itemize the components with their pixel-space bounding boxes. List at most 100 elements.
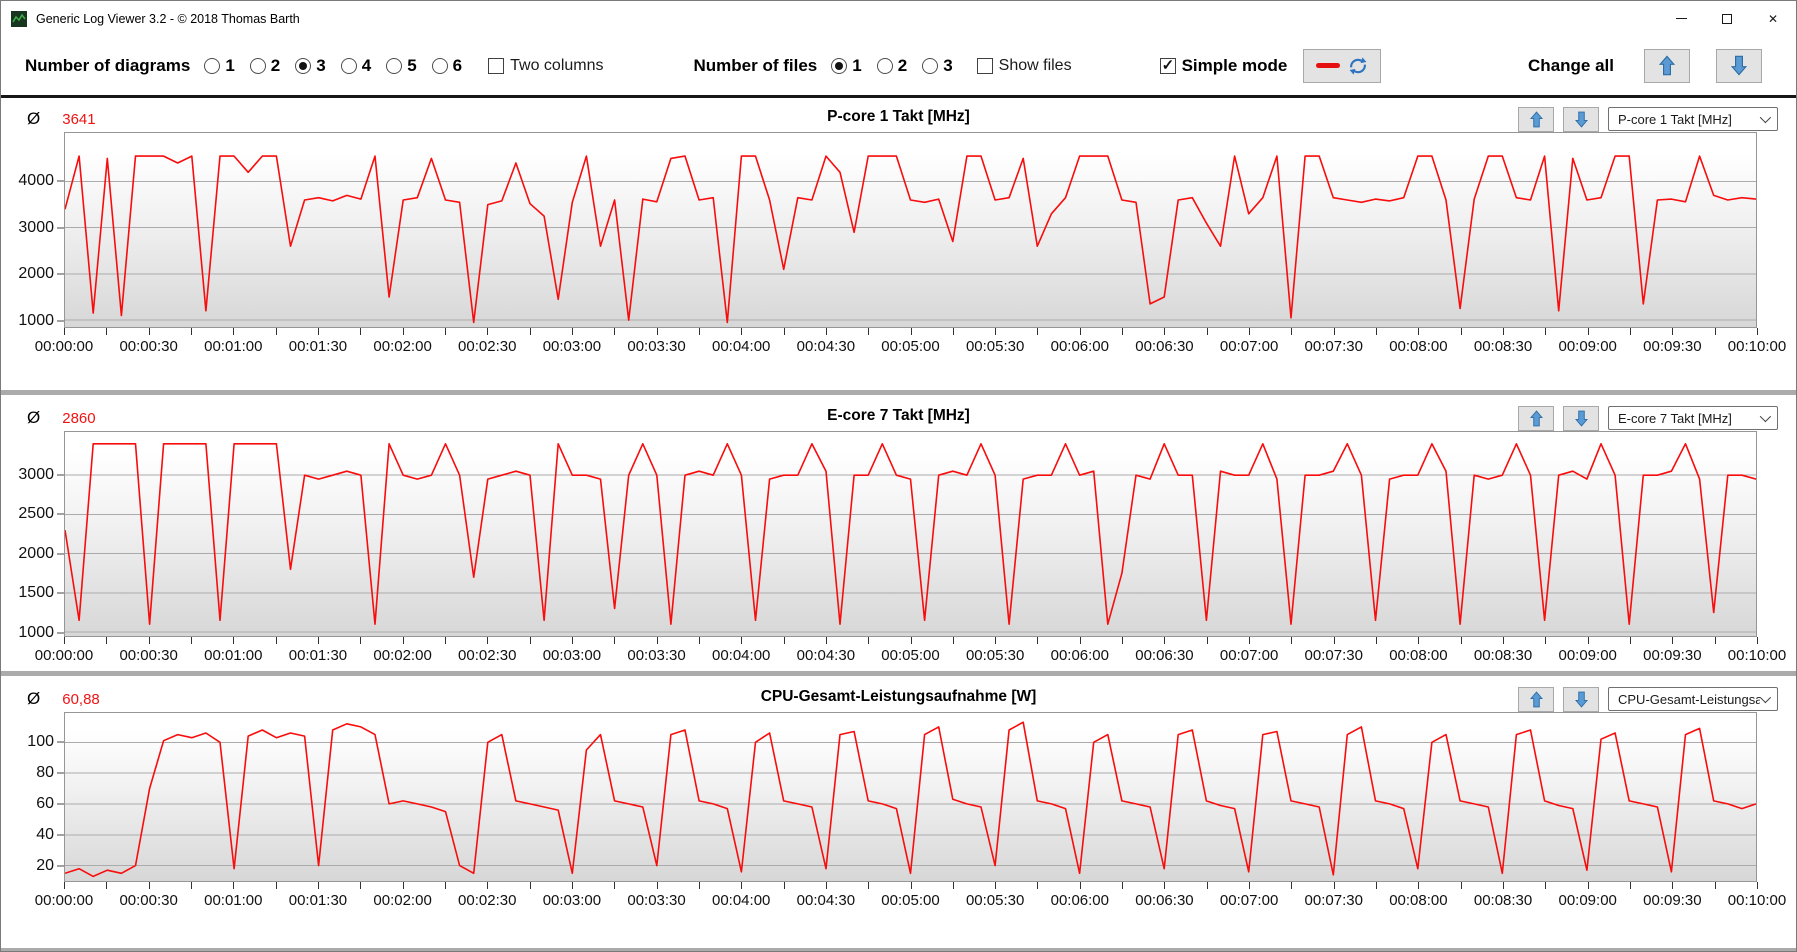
- x-axis-tick: [1714, 637, 1716, 644]
- metric-dropdown-value: P-core 1 Takt [MHz]: [1618, 111, 1732, 127]
- move-chart-up-button[interactable]: [1518, 106, 1554, 132]
- x-axis-label: 00:06:00: [1050, 338, 1109, 355]
- radio-icon: [386, 57, 403, 74]
- x-axis-tick: [1037, 637, 1039, 644]
- diagrams-option-6[interactable]: 6: [431, 56, 462, 76]
- plot-area: [64, 712, 1757, 882]
- move-chart-up-button[interactable]: [1518, 686, 1554, 712]
- x-axis-label: 00:06:30: [1135, 647, 1194, 664]
- close-button[interactable]: ✕: [1750, 1, 1796, 36]
- x-axis-tick: [1206, 882, 1208, 889]
- y-axis-label: 40: [36, 826, 54, 844]
- diagrams-option-4[interactable]: 4: [340, 56, 371, 76]
- x-axis-label: 00:05:00: [881, 892, 940, 909]
- two-columns-checkbox[interactable]: Two columns: [488, 57, 604, 75]
- move-chart-up-button[interactable]: [1518, 405, 1554, 431]
- metric-dropdown[interactable]: E-core 7 Takt [MHz]: [1608, 406, 1778, 430]
- plot-row: 1000 2000 3000 4000: [1, 132, 1796, 329]
- x-axis-tick: [910, 328, 912, 335]
- maximize-button[interactable]: [1704, 1, 1750, 36]
- y-axis-tick: [57, 273, 64, 275]
- x-axis-tick: [402, 637, 404, 644]
- y-axis-tick: [57, 772, 64, 774]
- x-axis-label: 00:04:00: [711, 338, 771, 355]
- x-axis-tick: [1333, 637, 1335, 644]
- x-axis-ticks: [64, 882, 1758, 890]
- x-axis-label: 00:05:30: [965, 647, 1025, 664]
- x-axis-label: 00:09:00: [1558, 647, 1617, 664]
- y-axis-labels: 20 40 60 80 100: [1, 712, 64, 882]
- files-option-3[interactable]: 3: [922, 55, 953, 76]
- y-axis-label: 1000: [18, 312, 54, 329]
- x-axis-tick: [1376, 328, 1378, 335]
- data-series-line: [65, 443, 1756, 625]
- x-axis-tick: [1333, 328, 1335, 335]
- x-axis-tick: [1545, 882, 1547, 889]
- x-axis-tick: [64, 882, 65, 889]
- simple-mode-checkbox[interactable]: Simple mode: [1159, 55, 1288, 76]
- chevron-down-icon: [1759, 410, 1772, 423]
- files-option-1[interactable]: 1: [831, 55, 862, 76]
- metric-dropdown-value: E-core 7 Takt [MHz]: [1618, 410, 1732, 426]
- x-axis-label: 00:04:00: [711, 647, 771, 664]
- plot-row: 1000 1500 2000 2500 3000: [1, 431, 1796, 641]
- x-axis-label: 00:01:30: [288, 647, 348, 664]
- y-axis-tick: [57, 632, 64, 634]
- show-files-checkbox[interactable]: Show files: [976, 57, 1072, 75]
- blue-arrow-up-icon: [1529, 409, 1543, 426]
- minimize-icon: [1675, 18, 1687, 19]
- x-axis-tick: [317, 882, 319, 889]
- panel-splitter[interactable]: [1, 946, 1796, 951]
- panel-splitter[interactable]: [1, 669, 1796, 678]
- y-axis-tick: [57, 741, 64, 743]
- diagrams-option-label: 1: [225, 55, 235, 75]
- x-axis-tick: [1460, 882, 1462, 889]
- radio-icon: [431, 57, 448, 74]
- diagrams-option-1[interactable]: 1: [204, 55, 235, 76]
- x-axis-label: 00:00:30: [119, 338, 178, 355]
- x-axis-label: 00:09:30: [1643, 647, 1702, 664]
- x-axis-label: 00:06:00: [1050, 647, 1109, 664]
- x-axis-tick: [656, 328, 658, 335]
- files-option-2[interactable]: 2: [876, 56, 907, 76]
- x-axis-label: 00:06:30: [1135, 338, 1194, 355]
- metric-dropdown-value: CPU-Gesamt-Leistungsau: [1618, 691, 1760, 707]
- y-axis-tick: [57, 320, 64, 322]
- metric-dropdown[interactable]: P-core 1 Takt [MHz]: [1608, 107, 1778, 131]
- x-axis-labels: 00:00:00 00:00:30 00:01:00 00:01:30 00:02:00…: [35, 645, 1786, 667]
- chart-controls: E-core 7 Takt [MHz]: [1518, 405, 1778, 431]
- diagrams-option-5[interactable]: 5: [386, 56, 417, 76]
- simple-mode-label: Simple mode: [1181, 55, 1288, 75]
- x-axis-tick: [825, 637, 827, 644]
- x-axis-tick: [233, 637, 235, 644]
- diagrams-option-2[interactable]: 2: [249, 56, 280, 76]
- radio-icon: [876, 57, 893, 74]
- x-axis-tick: [317, 328, 319, 335]
- x-axis-tick: [148, 328, 150, 335]
- y-axis-label: 2000: [18, 265, 54, 283]
- files-option-label: 1: [852, 55, 862, 75]
- diagrams-option-3[interactable]: 3: [295, 56, 326, 76]
- x-axis-label: 00:06:00: [1050, 892, 1109, 909]
- x-axis-tick: [444, 637, 446, 644]
- x-axis-tick: [487, 882, 489, 889]
- panel-splitter[interactable]: [1, 388, 1796, 397]
- move-chart-down-button[interactable]: [1563, 106, 1599, 132]
- x-axis-label: 00:02:00: [373, 338, 432, 355]
- minimize-button[interactable]: [1658, 1, 1704, 36]
- x-axis-tick: [1672, 882, 1674, 889]
- x-axis-tick: [952, 328, 954, 335]
- change-all-up-button[interactable]: [1644, 48, 1690, 83]
- radio-icon: [340, 57, 357, 74]
- line-style-refresh-button[interactable]: [1303, 48, 1382, 83]
- y-axis-label: 2500: [18, 505, 54, 523]
- move-chart-down-button[interactable]: [1563, 405, 1599, 431]
- x-axis-label: 00:02:30: [458, 338, 517, 355]
- x-axis-label: 00:00:00: [34, 647, 94, 664]
- metric-dropdown[interactable]: CPU-Gesamt-Leistungsau: [1608, 687, 1778, 711]
- move-chart-down-button[interactable]: [1563, 686, 1599, 712]
- checkbox-icon: [488, 57, 505, 74]
- x-axis-tick: [275, 328, 277, 335]
- files-option-label: 3: [943, 55, 953, 75]
- change-all-down-button[interactable]: [1716, 48, 1762, 83]
